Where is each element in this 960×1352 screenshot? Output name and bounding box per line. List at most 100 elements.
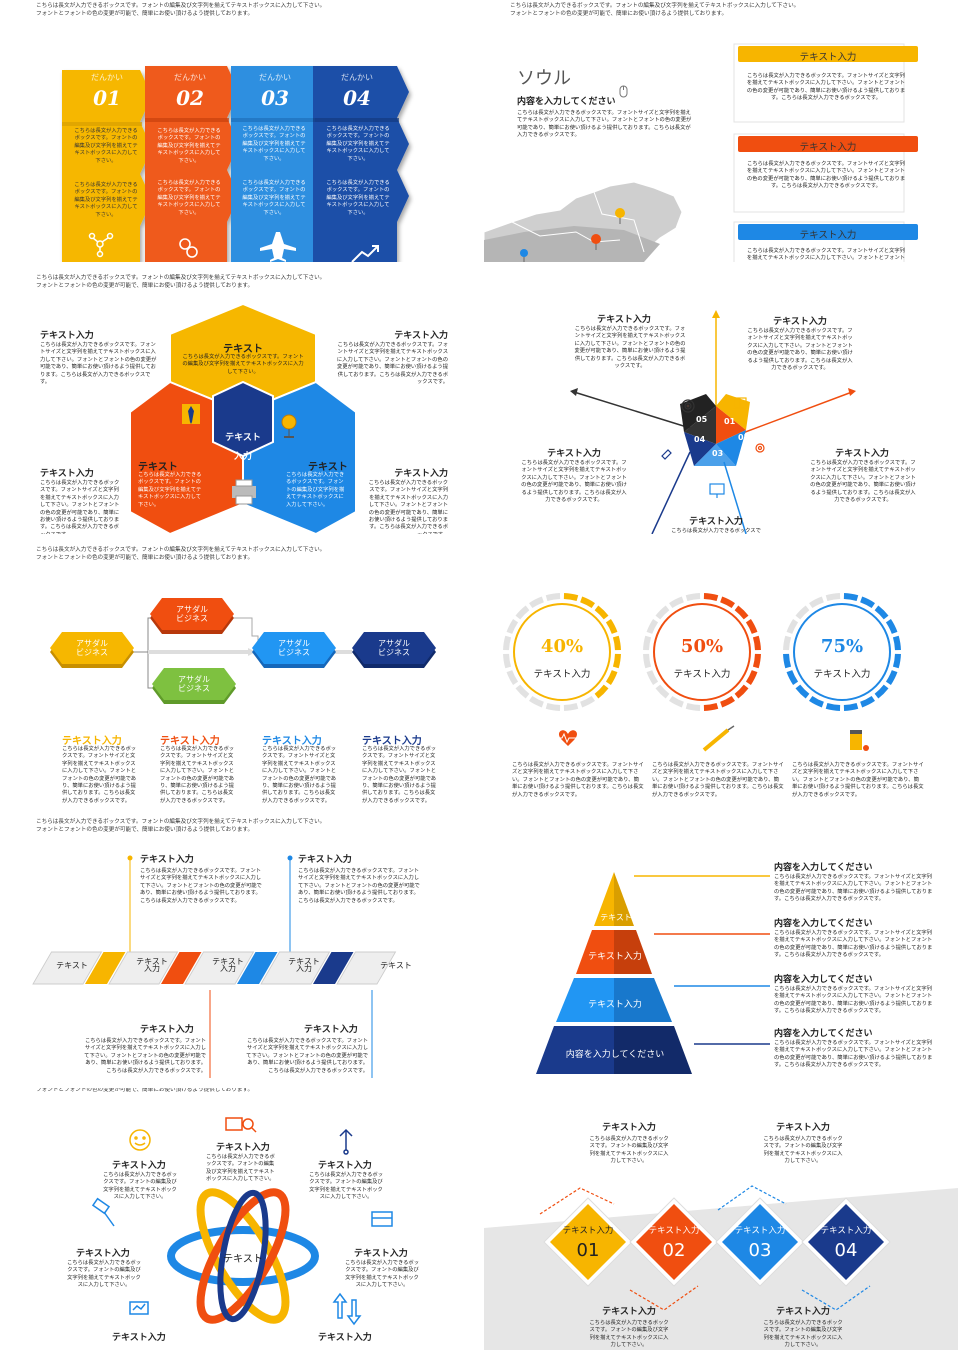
- side-title: テキスト入力: [40, 469, 94, 479]
- ring-segment: [612, 635, 621, 651]
- chart-up-icon: [351, 245, 379, 262]
- timeline-label: テキスト 入力: [212, 957, 244, 974]
- ring-segment: [605, 619, 618, 634]
- ring-segment: [720, 596, 735, 609]
- ring-segment: [885, 619, 898, 634]
- timeline-label: テキスト: [380, 961, 412, 970]
- ring-segment: [685, 702, 701, 711]
- orbit-title: テキスト入力: [216, 1143, 270, 1153]
- timeline-label: テキスト 入力: [136, 957, 168, 974]
- hex-center-label: テキスト: [225, 433, 261, 443]
- side-title: テキスト入力: [394, 331, 448, 341]
- map-description: こちらは長文が入力できるボックスです。フォントサイズと文字列を揃えてテキストボッ…: [517, 110, 692, 139]
- ring-segment: [685, 593, 701, 602]
- orbit-title: テキスト入力: [112, 1161, 166, 1171]
- slide-header: こちらは長文が入力できるボックスです。フォントの編集及び文字列を揃えてテキストボ…: [36, 275, 326, 289]
- timeline-text: こちらは長文が入力できるボックスです。フォントサイズと文字列を揃えてテキストボッ…: [298, 868, 420, 904]
- ring-segment: [860, 596, 875, 609]
- ring-inner: [653, 603, 751, 701]
- pentagon-graphic: [570, 310, 856, 534]
- diamond-text: こちらは長文が入力できるボックスです。フォントの編集及び文字列を揃えてテキストボ…: [589, 1136, 669, 1165]
- orbit-title: テキスト入力: [76, 1249, 130, 1259]
- hand-icon: [661, 449, 672, 460]
- ring-icons: [556, 725, 869, 752]
- flow-node-label: ビジネス: [176, 614, 208, 623]
- diamond-label: テキスト入力: [562, 1226, 614, 1236]
- timeline-title: テキスト入力: [140, 1025, 194, 1035]
- paintbrush-icon: [91, 1197, 115, 1227]
- ring-segment: [529, 596, 544, 609]
- pent-title: テキスト入力: [547, 449, 601, 459]
- flow-node-label: アサダル: [76, 639, 108, 648]
- diamond-text: こちらは長文が入力できるボックスです。フォントの編集及び文字列を揃えてテキストボ…: [763, 1136, 843, 1165]
- flow-title: テキスト入力: [62, 736, 122, 747]
- stage-text: こちらは長文が入力できるボックスです。フォントの編集及び文字列を揃えてテキストボ…: [326, 180, 390, 216]
- stage-text: こちらは長文が入力できるボックスです。フォントの編集及び文字列を揃えてテキストボ…: [242, 126, 306, 162]
- ring-label: テキスト入力: [813, 669, 871, 680]
- flow-node: [352, 632, 436, 668]
- stage-number: 01: [93, 86, 121, 110]
- orbit-title: テキスト入力: [112, 1333, 166, 1343]
- ring-segment: [752, 635, 761, 651]
- hex-text: こちらは長文が入力できるボックスです。フォントの編集及び文字列を揃えてテキストボ…: [182, 354, 304, 375]
- stage-text: こちらは長文が入力できるボックスです。フォントの編集及び文字列を揃えてテキストボ…: [157, 180, 221, 216]
- pent-title: テキスト入力: [835, 449, 889, 459]
- diamond-label: テキスト入力: [648, 1226, 700, 1236]
- side-text: こちらは長文が入力できるボックスです。フォントサイズと文字列を揃えてテキストボッ…: [40, 480, 120, 534]
- pent-title: テキスト入力: [773, 317, 827, 327]
- side-title: テキスト入力: [40, 331, 94, 341]
- chevron-steps-graphic: [62, 66, 409, 262]
- ring-segment: [843, 702, 859, 711]
- arrows-icon: [332, 1292, 362, 1326]
- pyramid-tier: テキスト: [600, 913, 632, 922]
- diamond-number: 04: [834, 1240, 858, 1261]
- orbit-graphic: [91, 1117, 393, 1326]
- usb-icon: [339, 1128, 353, 1155]
- flow-node-label: ビジネス: [76, 648, 108, 657]
- ring-segment: [783, 653, 792, 669]
- pyramid-text: こちらは長文が入力できるボックスです。フォントサイズと文字列を揃えてテキストボッ…: [774, 874, 933, 903]
- hex-center-label: 入力: [233, 452, 252, 462]
- slide-header: こちらは長文が入力できるボックスです。フォントの編集及び文字列を揃えてテキストボ…: [36, 3, 326, 17]
- stage-label: だんかい: [341, 73, 373, 82]
- ring-text: こちらは長文が入力できるボックスです。フォントサイズと文字列を揃えてテキストボッ…: [512, 762, 644, 798]
- flow-text: こちらは長文が入力できるボックスです。フォントサイズと文字列を揃えてテキストボッ…: [262, 746, 337, 804]
- timeline-label: テキスト 入力: [288, 957, 320, 974]
- ring-percent: 40%: [540, 636, 584, 657]
- pyramid-tier: 内容を入力してください: [565, 1050, 665, 1060]
- ring-segment: [825, 593, 841, 602]
- stage-text: こちらは長文が入力できるボックスです。フォントの編集及び文字列を揃えてテキストボ…: [157, 128, 221, 164]
- target-icon: [681, 399, 695, 413]
- timeline-title: テキスト入力: [298, 855, 352, 865]
- hex-title: テキスト: [223, 344, 263, 355]
- ring-segment: [734, 605, 749, 620]
- info-box-title: テキスト入力: [799, 142, 857, 153]
- orbit-center: テキスト: [223, 1254, 263, 1265]
- pent-text: こちらは長文が入力できるボックスです。フォントサイズと文字列を揃えてテキストボッ…: [747, 328, 853, 372]
- ring-segment: [580, 596, 595, 609]
- printer-icon: [232, 479, 256, 505]
- pent-title: テキスト入力: [597, 315, 651, 325]
- ring-text: こちらは長文が入力できるボックスです。フォントサイズと文字列を揃えてテキストボッ…: [652, 762, 784, 798]
- ring-segment: [545, 593, 561, 602]
- diamond-title: テキスト入力: [602, 1123, 656, 1133]
- ring-segment: [515, 684, 530, 699]
- ring-segment: [703, 593, 719, 602]
- slide-1: こちらは長文が入力できるボックスです。フォントの編集及び文字列を揃えてテキストボ…: [0, 0, 474, 262]
- pyramid-text: こちらは長文が入力できるボックスです。フォントサイズと文字列を揃えてテキストボッ…: [774, 930, 933, 959]
- ring-segment: [655, 684, 670, 699]
- ring-segment: [669, 695, 684, 708]
- ring-segment: [745, 670, 758, 685]
- diamond-text: こちらは長文が入力できるボックスです。フォントの編集及び文字列を揃えてテキストボ…: [589, 1320, 669, 1349]
- info-box-text: こちらは長文が入力できるボックスです。フォントサイズと文字列を揃えてテキストボッ…: [746, 73, 906, 102]
- slide-9: こちらは長文が入力できるボックスです。フォントの編集及び文字列を揃えてテキストボ…: [0, 1088, 474, 1350]
- progress-rings: [503, 593, 901, 711]
- pyramid-title: 内容を入力してください: [774, 1029, 873, 1039]
- necktie-icon: [182, 404, 200, 424]
- side-text: こちらは長文が入力できるボックスです。フォントサイズと文字列を揃えてテキストボッ…: [40, 342, 157, 386]
- ring-segment: [885, 670, 898, 685]
- pent-text: こちらは長文が入力できるボックスです。フォントの編集及び文字列を揃えてテキストボ…: [671, 528, 761, 534]
- stage-text: こちらは長文が入力できるボックスです。フォントの編集及び文字列を揃えてテキストボ…: [74, 182, 138, 218]
- diamond-text: こちらは長文が入力できるボックスです。フォントの編集及び文字列を揃えてテキストボ…: [763, 1320, 843, 1349]
- flow-title: テキスト入力: [262, 736, 322, 747]
